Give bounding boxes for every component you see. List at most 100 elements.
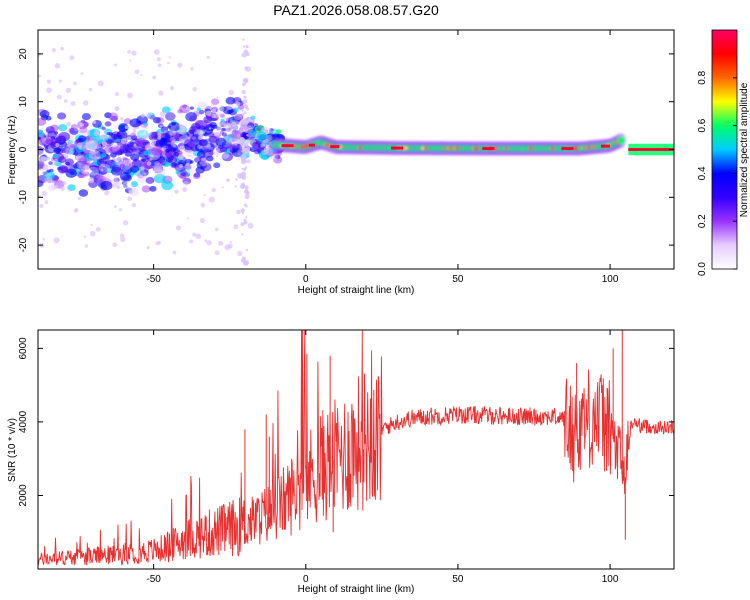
spectrogram-cell <box>243 111 247 115</box>
spectrogram-cell <box>243 45 246 48</box>
spectrogram-cell <box>134 69 140 75</box>
spectrogram-cell <box>116 157 122 162</box>
spectrogram-cell <box>77 196 82 201</box>
spectrogram-cell <box>53 147 62 154</box>
spectrogram-cell <box>102 176 109 182</box>
spectrogram-cell <box>44 177 53 184</box>
spectrogram-cell <box>241 109 244 113</box>
spectrogram-cell <box>217 106 225 113</box>
spectrogram-peak <box>600 144 611 148</box>
spectrogram-cell <box>65 87 71 94</box>
spectrogram-cell <box>171 162 177 167</box>
spectrogram-cell <box>124 158 131 164</box>
spectrogram-cell <box>67 139 74 145</box>
spectrogram-cell <box>168 121 181 132</box>
spectrogram-cell <box>57 156 67 163</box>
spectrogram-cell <box>164 166 176 175</box>
spectrogram-cell <box>191 136 196 140</box>
spectrogram-cell <box>114 125 119 129</box>
spectrogram-peak <box>308 143 315 147</box>
spectrogram-cell <box>113 180 122 187</box>
spectrogram-cell <box>233 224 239 230</box>
spectrogram-cell <box>113 63 118 67</box>
colorbar: 0.0 0.2 0.4 0.6 0.8 Normalized spectral ampl… <box>697 29 750 276</box>
spectrogram-cell <box>117 160 125 166</box>
spectrogram-cell <box>73 126 80 132</box>
spectrogram-cell <box>185 164 192 170</box>
spectrogram-cell <box>175 170 181 175</box>
spectrogram-cell <box>38 117 47 126</box>
spectrogram-cell <box>259 143 266 148</box>
spectrogram-cell <box>193 172 201 178</box>
spectrogram-cell <box>243 49 249 54</box>
spectrogram-cell <box>46 156 51 161</box>
spectrogram-cell <box>55 143 60 148</box>
colorbar-ticks: 0.0 0.2 0.4 0.6 0.8 <box>697 70 737 276</box>
spectrogram-cell <box>243 257 247 261</box>
spectrogram-cell <box>241 167 244 170</box>
spectrogram-cell <box>97 80 104 87</box>
spectrogram-cell <box>242 146 246 150</box>
spectrogram-cell <box>83 235 87 238</box>
spectrogram-x-ticks: -50 0 50 100 <box>146 30 619 285</box>
spectrogram-cell <box>88 177 95 183</box>
spectrogram-cell <box>192 86 197 92</box>
spectrogram-cell <box>69 144 76 150</box>
spectrogram-cell <box>221 152 234 162</box>
spectrogram-cell <box>68 141 79 150</box>
spectrogram-cell <box>617 136 626 145</box>
spectrogram-cell <box>240 125 244 129</box>
spectrogram-cell <box>165 130 175 139</box>
spectrogram-cell <box>211 108 217 114</box>
colorbar-label: Normalized spectral amplitude <box>739 82 750 217</box>
spectrogram-cell <box>172 131 180 138</box>
spectrogram-cell <box>229 241 232 244</box>
spectrogram-cell <box>108 146 117 154</box>
spectrogram-cell <box>91 150 97 155</box>
spectrogram-cell <box>254 125 265 134</box>
spectrogram-cell <box>42 238 46 241</box>
spectrogram-cell <box>237 140 241 144</box>
spectrogram-cell <box>57 112 67 120</box>
spectrogram-cell <box>121 181 128 186</box>
spectrogram-cell <box>242 83 245 87</box>
spectrogram-cell <box>38 146 45 156</box>
spectrogram-cell <box>78 135 87 143</box>
spectrogram-cell <box>72 163 80 169</box>
spectrogram-cell <box>233 113 243 121</box>
spectrogram-cell <box>113 177 120 183</box>
spectrogram-cell <box>179 134 191 145</box>
spectrogram-cell <box>208 135 218 143</box>
spectrogram-cell <box>118 145 121 148</box>
spectrogram-cell <box>205 110 212 117</box>
spectrogram-cell <box>104 174 111 179</box>
spectrogram-cell <box>165 136 173 143</box>
spectrogram-cell <box>156 129 163 134</box>
spectrogram-cell <box>234 129 241 135</box>
spectrogram-cell <box>214 250 220 256</box>
spectrogram-cell <box>162 160 167 164</box>
spectrogram-cell <box>235 209 241 215</box>
spectrogram-cell <box>175 225 181 231</box>
spectrogram-cell <box>228 137 238 145</box>
spectrogram-cell <box>120 138 127 144</box>
spectrogram-cell <box>121 159 134 169</box>
spectrogram-cell <box>43 170 55 181</box>
spectrogram-cell <box>111 145 120 152</box>
spectrogram-cell <box>149 143 156 148</box>
spectrogram-cell <box>154 173 166 184</box>
spectrogram-cell <box>140 133 150 141</box>
snr-y-tick-label: 2000 <box>18 484 29 507</box>
spectrogram-cell <box>129 59 132 62</box>
spectrogram-cell <box>110 115 118 122</box>
spectrogram-cell <box>58 165 69 174</box>
spectrogram-cell <box>179 145 186 152</box>
spectrogram-cell <box>245 248 249 252</box>
spectrogram-cell <box>264 149 274 158</box>
spectrogram-cell <box>155 241 160 246</box>
spectrogram-cell <box>244 194 250 200</box>
spectrogram-cell <box>179 163 183 168</box>
spectrogram-cell <box>82 100 89 106</box>
spectrogram-cell <box>114 106 120 112</box>
spectrogram-cell <box>213 113 219 119</box>
